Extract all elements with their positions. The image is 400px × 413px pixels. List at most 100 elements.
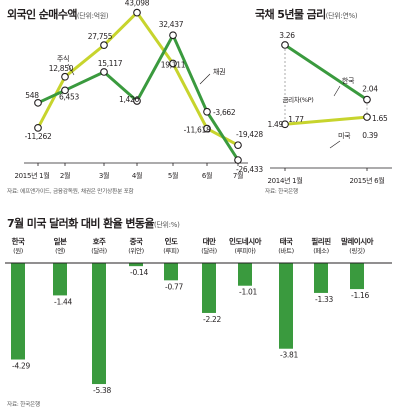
flow-bond-point bbox=[34, 98, 42, 107]
flow-bond-point bbox=[169, 31, 177, 40]
rate-korea-leader bbox=[333, 85, 341, 97]
fx-bar-value-label: -1.16 bbox=[351, 291, 369, 300]
fx-category-label: 태국 bbox=[280, 236, 293, 246]
rate-gap-end-value: 0.39 bbox=[362, 131, 378, 140]
rate-title-text: 국채 5년물 금리 bbox=[255, 8, 326, 21]
flow-bond-value-label: 1,426 bbox=[119, 95, 139, 104]
fx-bar bbox=[53, 263, 67, 296]
rate-korea-value-label: 3.26 bbox=[279, 31, 295, 40]
flow-bond-value-label: 32,437 bbox=[159, 20, 184, 29]
flow-stock-value-label: 19,111 bbox=[161, 60, 186, 69]
rate-korea-point bbox=[281, 41, 289, 49]
flow-bond-value-label: -26,433 bbox=[236, 165, 263, 174]
flow-bond-value-label: -3,662 bbox=[213, 108, 236, 117]
rate-source: 자료: 한국은행 bbox=[265, 187, 298, 195]
flow-x-tick-label: 7월 bbox=[233, 171, 243, 180]
fx-currency-label: (링깃) bbox=[349, 246, 364, 255]
rate-us-point bbox=[363, 113, 371, 121]
flow-x-tick-label: 6월 bbox=[202, 171, 212, 180]
fx-bar-value-label: -0.77 bbox=[165, 282, 183, 291]
rate-korea-value-label: 2.04 bbox=[362, 85, 378, 94]
flow-stock-leader bbox=[67, 63, 75, 76]
fx-title: 7월 미국 달러화 대비 환율 변동율(단위:%) bbox=[7, 215, 180, 231]
flow-stock-point bbox=[100, 41, 108, 50]
flow-bond-value-label: 15,117 bbox=[98, 59, 123, 68]
fx-currency-label: (위안) bbox=[128, 246, 143, 255]
fx-currency-label: (루피) bbox=[163, 246, 178, 255]
fx-currency-label: (페소) bbox=[313, 246, 328, 255]
fx-source: 자료: 한국은행 bbox=[7, 400, 40, 408]
rate-korea-point bbox=[363, 95, 371, 104]
rate-us-value-label: 1.49 bbox=[268, 120, 284, 129]
fx-category-label: 인도네시아 bbox=[229, 236, 262, 246]
fx-category-label: 대만 bbox=[203, 236, 216, 246]
flow-stock-point bbox=[203, 124, 211, 133]
flow-x-tick-label: 2015년 1월 bbox=[15, 171, 50, 180]
flow-source: 자료: 에프앤가이드, 금융감독원, 채권은 만기상환분 포함 bbox=[7, 187, 134, 195]
rate-x-tick-label: 2014년 1월 bbox=[268, 176, 303, 185]
fx-currency-label: (달러) bbox=[91, 246, 106, 255]
fx-bar bbox=[350, 263, 364, 290]
flow-bond-value-label: 548 bbox=[25, 91, 39, 100]
fx-category-label: 말레이시아 bbox=[341, 236, 374, 246]
fx-bar-value-label: -1.44 bbox=[54, 297, 72, 306]
rate-series-korea-name: 한국 bbox=[342, 77, 355, 85]
rate-us-leader bbox=[329, 140, 341, 149]
fx-currency-label: (바트) bbox=[278, 246, 293, 255]
rate-series-us-line bbox=[283, 115, 369, 126]
fx-bar-value-label: -1.01 bbox=[239, 288, 257, 297]
flow-bond-leader bbox=[199, 73, 211, 85]
fx-unit: (단위:%) bbox=[153, 221, 180, 229]
flow-title-text: 외국인 순매수액 bbox=[7, 8, 77, 21]
flow-x-tick-label: 3월 bbox=[99, 171, 109, 180]
fx-currency-label: (달러) bbox=[201, 246, 216, 255]
flow-series-bond-name: 채권 bbox=[213, 67, 225, 76]
fx-bar bbox=[164, 263, 178, 281]
rate-x-tick-label: 2015년 6월 bbox=[350, 176, 385, 185]
fx-currency-label: (루피아) bbox=[234, 246, 255, 255]
flow-title: 외국인 순매수액(단위:억원) bbox=[7, 6, 109, 22]
fx-bar-value-label: -4.29 bbox=[12, 362, 30, 371]
fx-category-label: 중국 bbox=[130, 237, 143, 246]
fx-bar bbox=[314, 263, 328, 293]
flow-x-tick-label: 5월 bbox=[168, 171, 178, 180]
flow-x-tick-label: 4월 bbox=[132, 171, 142, 180]
flow-unit: (단위:억원) bbox=[76, 12, 109, 20]
fx-bar-value-label: -2.22 bbox=[203, 315, 221, 324]
fx-category-label: 필리핀 bbox=[311, 236, 331, 246]
flow-stock-value-label: -19,428 bbox=[236, 130, 263, 139]
fx-currency-label: (원) bbox=[13, 246, 23, 255]
flow-bond-point bbox=[61, 86, 69, 95]
fx-title-text: 7월 미국 달러화 대비 환율 변동율 bbox=[7, 217, 155, 230]
rate-us-point bbox=[281, 120, 289, 129]
flow-bond-value-label: 6,453 bbox=[59, 92, 79, 101]
fx-bar bbox=[129, 263, 143, 267]
fx-bar bbox=[202, 263, 216, 313]
flow-series-stock-name: 주식 bbox=[57, 54, 69, 63]
fx-bar bbox=[11, 263, 25, 360]
flow-stock-value-label: -11,262 bbox=[25, 132, 52, 141]
rate-title: 국채 5년물 금리(단위:연%) bbox=[255, 6, 358, 22]
fx-currency-label: (엔) bbox=[55, 246, 65, 255]
rate-series-us-name: 미국 bbox=[338, 131, 351, 140]
fx-category-label: 인도 bbox=[165, 236, 178, 246]
rate-us-value-label: 1.65 bbox=[372, 114, 388, 123]
fx-bar bbox=[238, 263, 252, 286]
flow-stock-value-label: -11,618 bbox=[184, 126, 211, 135]
flow-stock-point bbox=[61, 72, 69, 81]
flow-bond-point bbox=[203, 107, 211, 116]
fx-category-label: 호주 bbox=[93, 236, 106, 246]
fx-category-label: 일본 bbox=[54, 236, 67, 246]
fx-bar-value-label: -5.38 bbox=[93, 386, 111, 395]
flow-stock-value-label: 27,755 bbox=[88, 32, 113, 41]
rate-unit: (단위:연%) bbox=[325, 12, 358, 20]
rate-gap-label: 금리차(%P) bbox=[282, 95, 313, 104]
flow-stock-value-label: 43,098 bbox=[125, 0, 150, 8]
flow-bond-point bbox=[100, 68, 108, 76]
flow-stock-point bbox=[133, 8, 141, 17]
flow-stock-point bbox=[169, 59, 177, 68]
fx-bar bbox=[92, 263, 106, 385]
flow-bond-point bbox=[133, 97, 141, 105]
flow-stock-point bbox=[34, 124, 42, 132]
